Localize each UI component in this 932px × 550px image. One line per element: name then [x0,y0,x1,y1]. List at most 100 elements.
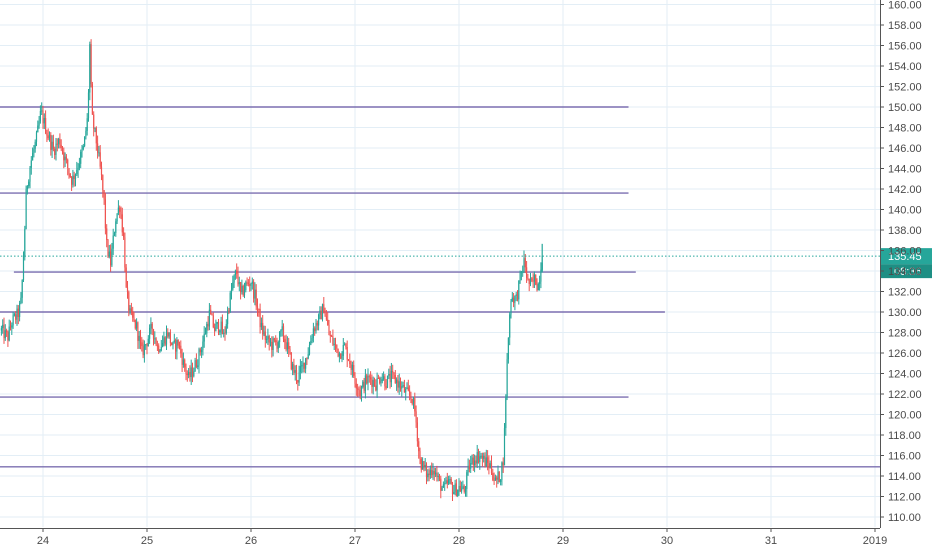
candle-body [516,294,519,300]
candle-body [496,477,498,480]
candle-body [171,342,173,346]
candle-body [33,148,35,154]
candle-body [406,387,408,389]
candle-body [303,362,305,369]
candles [0,39,543,502]
y-tick-label: 156.00 [888,41,922,53]
candle-body [423,461,425,467]
candle-body [236,270,238,274]
candle-body [392,370,394,373]
candle-body [463,486,465,492]
candle-body [490,463,493,474]
candle-body [367,376,369,384]
candle-body [22,257,25,280]
candle-body [242,285,244,296]
candle-body [397,379,399,388]
y-tick-label: 158.00 [888,20,922,32]
candle-body [138,335,140,341]
candle-body [436,472,438,477]
candle-body [181,353,183,365]
candle-body [237,273,239,285]
candle-body [409,390,411,396]
candle-body [312,328,314,339]
candle-body [498,471,500,482]
candle-body [474,460,476,466]
y-tick-label: 130.00 [888,307,922,319]
candle-body [137,322,139,341]
candle-body [56,143,58,145]
candle-body [501,462,503,480]
candle-body [238,282,240,285]
candle-body [42,110,44,124]
candle-body [399,381,402,389]
candle-body [73,175,75,180]
current-price-label: 135.45 [888,251,922,263]
candle-body [221,321,223,334]
grid-lines [0,0,880,527]
candle-body [432,470,434,476]
candle-body [316,322,318,326]
candle-body [444,483,446,485]
y-tick-label: 126.00 [888,348,922,360]
candle-body [462,486,464,489]
candle-body [520,271,522,273]
candle-body [141,342,143,347]
candle-body [331,335,333,337]
candle-body [61,148,64,152]
candle-body [225,324,227,334]
candle-body [292,364,294,370]
candle-body [384,376,386,387]
candle-body [233,275,235,283]
candle-body [103,190,105,200]
candle-body [537,283,539,291]
candle-body [338,353,340,357]
candle-body [132,311,134,318]
candle-body [295,370,298,381]
candle-body [124,237,126,268]
candle-body [197,365,199,367]
candle-body [108,251,110,257]
candle-body [483,455,485,459]
candle-body [500,479,502,482]
candle-body [160,346,162,351]
x-tick-label: 31 [765,535,777,547]
candle-body [411,398,413,404]
candle-body [99,152,101,167]
candle-body [353,364,355,376]
candle-body [457,489,459,496]
candle-body [182,359,184,365]
candle-body [19,303,21,317]
candle-body [264,331,266,340]
candle-body [363,381,365,391]
candle-body [487,457,489,463]
candle-body [272,338,274,351]
y-tick-label: 124.00 [888,369,922,381]
candle-body [325,316,327,320]
candle-body [372,380,374,387]
candle-body [167,332,169,337]
candle-body [448,479,450,484]
candle-body [80,151,82,164]
candle-body [90,44,92,85]
candle-body [149,327,151,339]
y-tick-label: 150.00 [888,102,922,114]
candle-body [431,470,433,476]
candle-body [151,323,153,330]
candle-body [168,332,170,337]
candle-body [229,292,231,312]
candle-body [51,141,53,150]
candle-body [219,330,221,333]
candle-body [484,455,486,467]
candle-body [243,290,246,296]
candle-body [121,214,123,233]
x-tick-label: 28 [453,535,465,547]
candle-body [6,330,8,333]
candle-body [519,272,521,281]
x-tick-label: 26 [245,535,257,547]
candle-body [178,345,181,347]
candle-body [112,235,114,249]
candle-body [381,379,383,382]
candle-body [32,153,34,161]
candle-body [39,110,41,122]
